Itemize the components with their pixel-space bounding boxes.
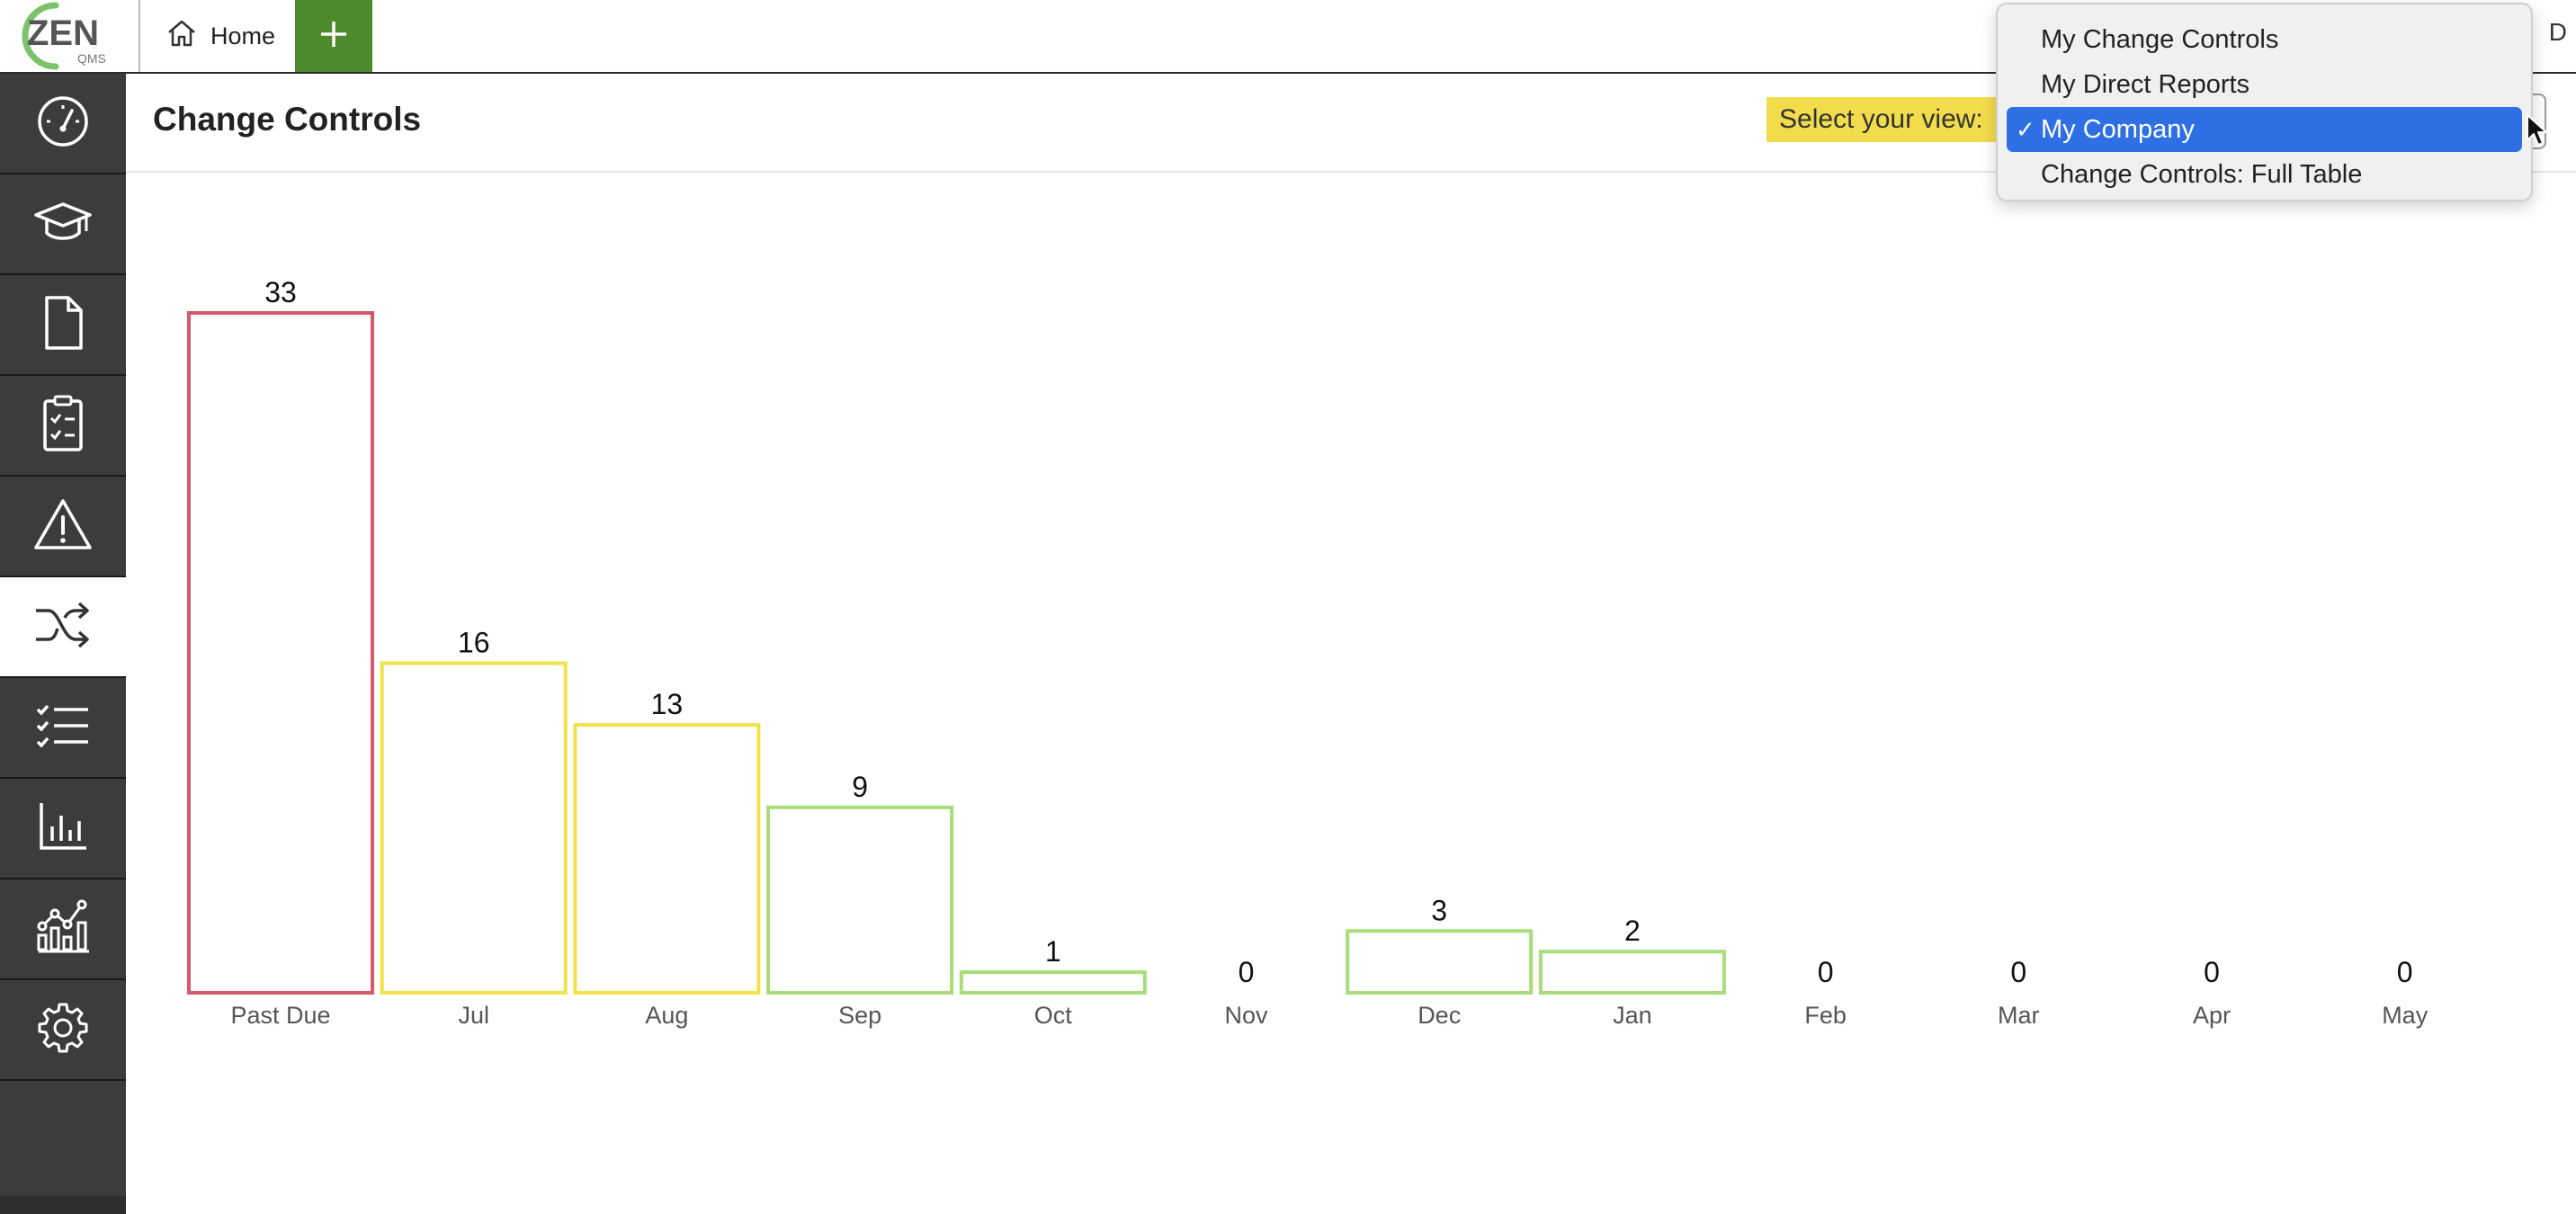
sidebar-item-tasks[interactable] [0,678,126,779]
x-axis-tick-label: Mar [1998,1002,2040,1029]
bar-value-label: 3 [1431,894,1447,926]
bar-value-label: 0 [2204,956,2220,988]
bar-value-label: 2 [1624,915,1641,947]
x-axis-tick-label: Dec [1418,1002,1461,1029]
x-axis-tick-label: Nov [1224,1002,1268,1029]
sidebar-item-change-controls[interactable] [0,577,126,678]
x-axis-tick-label: Apr [2193,1002,2231,1029]
line-chart-icon [33,897,93,961]
bar-value-label: 0 [1818,956,1834,988]
home-tab[interactable]: Home [142,0,295,72]
view-option-my-change-controls[interactable]: My Change Controls [2007,17,2522,62]
sidebar-footer [0,1081,126,1196]
bar-oct[interactable] [959,970,1147,995]
x-axis-tick-label: Aug [645,1002,688,1029]
sidebar-item-issues[interactable] [0,477,126,577]
view-option-label: My Direct Reports [2041,70,2250,99]
logo-text: ZEN [27,13,99,53]
sidebar-item-training[interactable] [0,174,126,275]
bar-aug[interactable] [573,723,761,995]
home-tab-label: Home [210,22,276,49]
view-option-label: My Change Controls [2041,25,2279,54]
x-axis-tick-label: May [2382,1002,2428,1029]
dashboard-gauge-icon [34,93,92,155]
warning-triangle-icon [32,495,94,558]
x-axis-tick-label: Jan [1613,1002,1652,1029]
bar-value-label: 9 [852,771,868,803]
sidebar-item-audits[interactable] [0,376,126,477]
bar-jan[interactable] [1538,950,1726,995]
view-option-my-direct-reports[interactable]: My Direct Reports [2007,62,2522,107]
bar-value-label: 16 [458,626,490,658]
bar-value-label: 13 [651,688,684,720]
view-selector-label: Select your view: [1767,97,1996,142]
view-option-label: My Company [2041,115,2195,144]
bar-jul[interactable] [380,661,568,995]
zen-qms-logo[interactable]: ZEN QMS [0,0,140,72]
clipboard-checklist-icon [38,394,88,458]
checkmark-icon: ✓ [2016,116,2035,143]
view-option-label: Change Controls: Full Table [2041,160,2363,189]
page-title: Change Controls [153,101,422,138]
sidebar-item-documents[interactable] [0,275,126,376]
gear-icon [36,1001,90,1059]
sidebar-item-reports[interactable] [0,779,126,879]
x-axis-tick-label: Oct [1034,1002,1073,1029]
sidebar-item-settings[interactable] [0,980,126,1081]
x-axis-tick-label: Jul [458,1002,489,1029]
plus-icon [318,19,349,54]
document-icon [38,294,88,356]
page-header: Change Controls Select your view: [126,74,2576,173]
bar-value-label: 0 [1239,956,1255,988]
checklist-icon [34,701,92,755]
x-axis-tick-label: Feb [1804,1002,1847,1029]
bar-dec[interactable] [1346,929,1534,995]
view-option-full-table[interactable]: Change Controls: Full Table [2007,152,2522,197]
sidebar-item-analytics[interactable] [0,879,126,980]
mouse-cursor-icon [2526,113,2549,152]
x-axis-tick-label: Past Due [230,1002,330,1029]
bar-value-label: 1 [1045,935,1061,968]
bar-chart-icon [36,799,90,858]
home-icon [165,17,210,56]
view-dropdown-menu: My Change Controls My Direct Reports ✓ M… [1996,3,2533,201]
bar-past-due[interactable] [187,311,374,995]
bar-value-label: 0 [2010,956,2026,988]
bar-sep[interactable] [766,805,954,995]
sidebar-item-dashboard[interactable] [0,74,126,174]
user-initial[interactable]: D [2548,18,2567,46]
add-tab-button[interactable] [295,0,372,72]
bar-value-label: 0 [2397,956,2413,988]
bar-value-label: 33 [264,276,297,308]
shuffle-change-icon [32,598,94,656]
sidebar [0,74,126,1214]
logo-subtext: QMS [77,51,106,66]
view-option-my-company[interactable]: ✓ My Company [2007,107,2522,152]
training-cap-icon [32,193,94,255]
x-axis-tick-label: Sep [838,1002,881,1029]
